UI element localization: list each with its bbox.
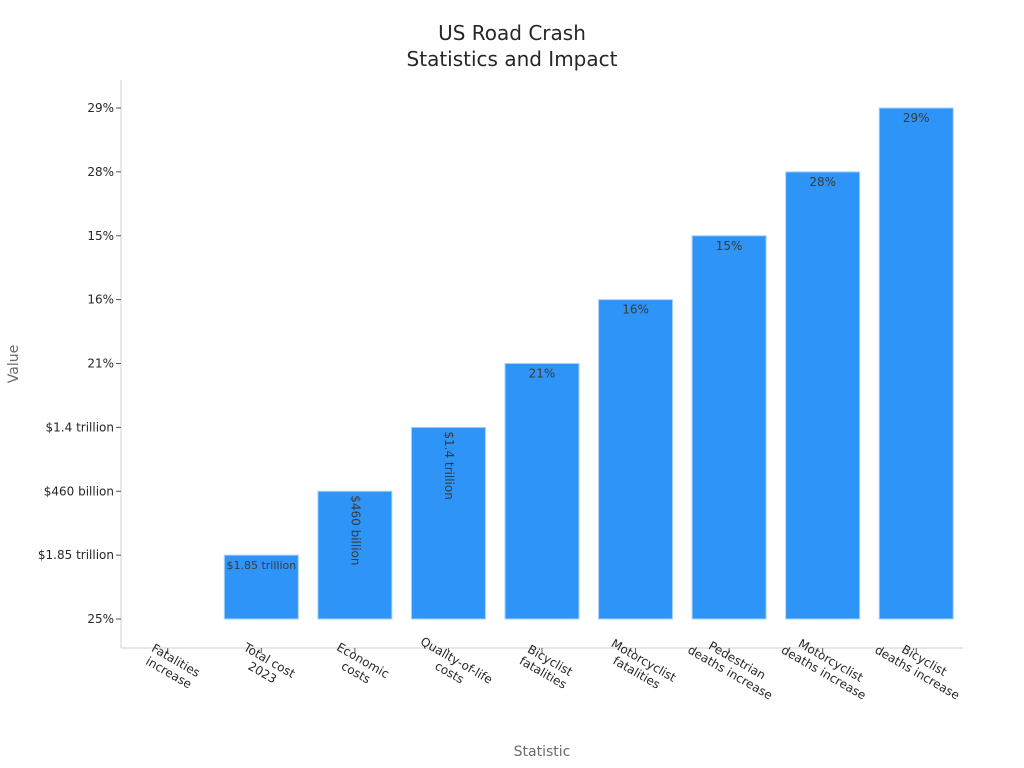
bar <box>598 299 674 620</box>
chart-title-line-2: Statistics and Impact <box>407 47 618 71</box>
x-tick-group: Fatalitiesincrease Total cost2023 Economic… <box>142 631 969 703</box>
y-tick-label: 15% <box>87 229 114 243</box>
y-tick-label: $460 billion <box>44 484 114 498</box>
bar <box>785 171 861 620</box>
y-tick-label: 16% <box>87 293 114 307</box>
bar-value-label: $1.85 trillion <box>226 559 296 572</box>
bar <box>691 235 767 620</box>
bar <box>878 107 954 620</box>
bar <box>410 426 486 620</box>
x-tick-label: Fatalitiesincrease <box>142 641 202 692</box>
bar-group: $1.85 trillion $460 billion $1.4 trillion 2… <box>223 107 954 620</box>
bar-value-label: $1.4 trillion <box>442 431 456 499</box>
y-tick-label: 28% <box>87 165 114 179</box>
bar <box>504 363 580 620</box>
y-tick-label: $1.85 trillion <box>38 548 114 562</box>
x-tick-label: Bicyclistdeaths increase <box>872 631 969 703</box>
bar-value-label: 15% <box>716 239 743 253</box>
x-tick-label: Pedestriandeaths increase <box>685 631 782 703</box>
x-tick-label: Motorcyclistfatalities <box>602 636 679 697</box>
y-tick-label: 25% <box>87 612 114 626</box>
bar-value-label: 28% <box>809 175 836 189</box>
bar-value-label: $460 billion <box>348 495 362 565</box>
bar-value-label: 16% <box>622 303 649 317</box>
bar-value-label: 21% <box>529 367 556 381</box>
bar <box>317 490 393 620</box>
x-tick-label: Motorcyclistdeaths increase <box>779 631 876 703</box>
x-tick-label: Quality-of-lifecosts <box>411 634 495 699</box>
bar <box>223 554 299 620</box>
y-tick-label: 21% <box>87 357 114 371</box>
x-axis-label: Statistic <box>514 744 571 760</box>
y-tick-label: $1.4 trillion <box>46 420 114 434</box>
y-tick-group: 25% $1.85 trillion $460 billion $1.4 trilli… <box>38 101 121 626</box>
x-tick-label: Bicyclistfatalities <box>517 641 576 691</box>
y-axis-label: Value <box>6 345 22 383</box>
bar-value-label: 29% <box>903 111 930 125</box>
y-tick-label: 29% <box>87 101 114 115</box>
chart-title-line-1: US Road Crash <box>438 21 586 45</box>
